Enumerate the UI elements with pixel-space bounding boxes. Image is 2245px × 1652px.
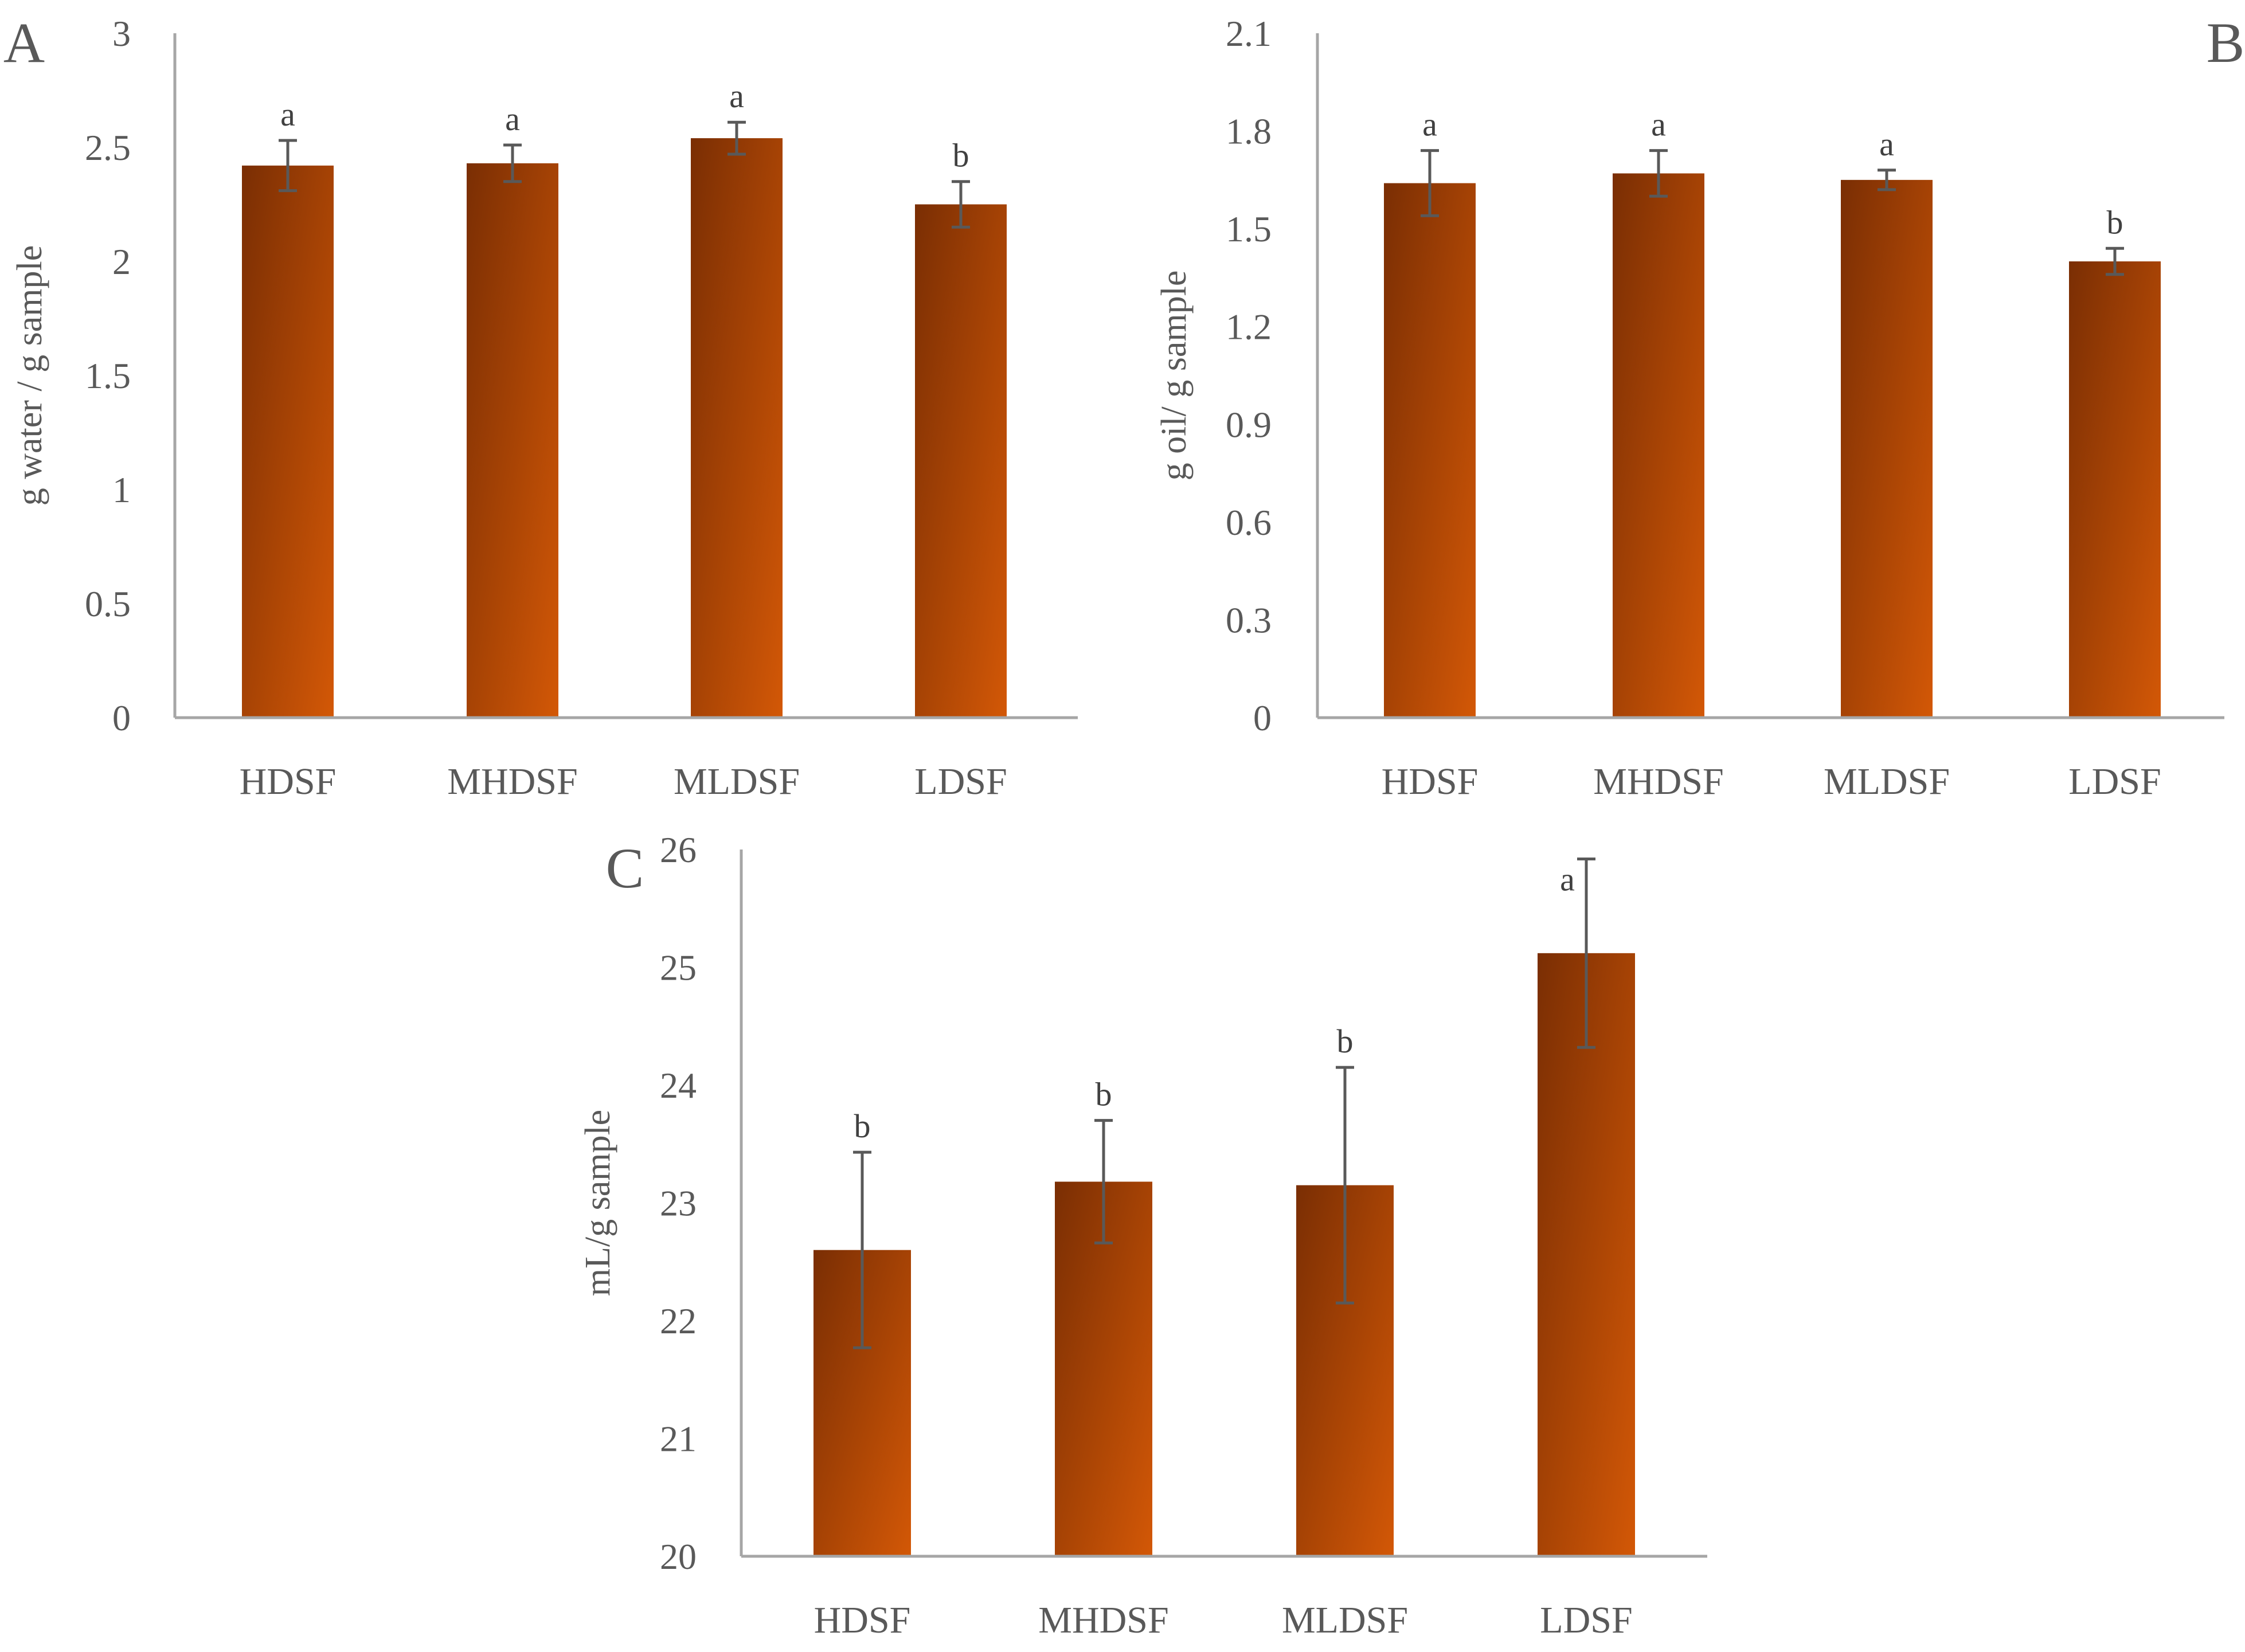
y-tick-label: 20 [660, 1536, 697, 1577]
error-bar [279, 139, 297, 193]
x-tick-label: MHDSF [1038, 1599, 1168, 1641]
significance-letter: b [854, 1107, 871, 1145]
y-tick-label: 3 [112, 13, 131, 54]
y-axis-title: mL/g sample [578, 1110, 617, 1296]
significance-letter: a [1560, 860, 1575, 898]
y-tick-label: 1 [112, 469, 131, 510]
significance-letter: b [953, 137, 969, 174]
panel-label: B [2207, 11, 2245, 75]
y-tick-label: 0.5 [85, 584, 131, 624]
x-tick-label: MHDSF [1593, 761, 1723, 802]
error-bar [1878, 169, 1896, 191]
x-tick-label: MLDSF [1282, 1599, 1408, 1641]
bar [691, 138, 783, 718]
error-bar [1336, 1066, 1354, 1305]
y-tick-label: 1.5 [85, 355, 131, 396]
y-tick-label: 0.6 [1226, 502, 1272, 543]
chart-panel-b: Ba HDSF a MHDSF a MLDSF b LDSF 0 0.3 0.6 0.9 1.2 1.5 1… [1155, 11, 2244, 802]
panel-label: A [3, 11, 45, 75]
y-tick-label: 22 [660, 1301, 697, 1341]
x-tick-label: MLDSF [1824, 761, 1950, 802]
error-bar [1649, 149, 1668, 198]
y-tick-label: 1.8 [1226, 111, 1272, 152]
panel-label: C [606, 836, 644, 900]
x-tick-label: LDSF [1540, 1599, 1632, 1641]
x-tick-label: MHDSF [447, 761, 577, 802]
error-bar [1094, 1119, 1113, 1244]
y-tick-label: 2.5 [85, 127, 131, 168]
significance-letter: b [2107, 203, 2123, 241]
bar [467, 163, 558, 718]
bar [242, 165, 334, 718]
bar [1538, 953, 1635, 1556]
significance-letter: a [505, 100, 520, 138]
y-tick-label: 2.1 [1226, 13, 1272, 54]
y-tick-label: 26 [660, 829, 697, 870]
y-tick-label: 1.2 [1226, 307, 1272, 347]
y-tick-label: 0 [112, 698, 131, 738]
significance-letter: a [1879, 126, 1894, 163]
error-bar [1577, 857, 1595, 1049]
y-tick-label: 25 [660, 948, 697, 988]
y-tick-label: 23 [660, 1183, 697, 1224]
y-tick-label: 0 [1253, 698, 1272, 738]
significance-letter: a [1422, 106, 1437, 143]
x-tick-label: LDSF [2068, 761, 2161, 802]
significance-letter: b [1096, 1076, 1112, 1113]
x-tick-label: HDSF [814, 1599, 911, 1641]
error-bar [728, 120, 746, 156]
y-axis-title: g oil/ g sample [1155, 271, 1194, 481]
x-tick-label: MLDSF [674, 761, 800, 802]
error-bar [1421, 149, 1439, 217]
chart-panel-c: Cb HDSF b MHDSF b MLDSF a LDSF 20 21 22 23 24 25 26 mL/… [578, 829, 1707, 1641]
x-tick-label: HDSF [1382, 761, 1479, 802]
x-tick-label: HDSF [240, 761, 337, 802]
error-bar [2106, 246, 2124, 276]
significance-letter: a [729, 77, 744, 115]
y-tick-label: 0.3 [1226, 600, 1272, 640]
bar [1613, 173, 1704, 718]
x-tick-label: LDSF [914, 761, 1007, 802]
bar [1841, 179, 1933, 718]
error-bar [503, 143, 522, 183]
significance-letter: b [1337, 1023, 1354, 1060]
y-axis-title: g water / g sample [10, 245, 49, 506]
y-tick-label: 24 [660, 1065, 697, 1106]
error-bar [952, 180, 970, 229]
bar [2069, 261, 2161, 718]
chart-panel-a: Aa HDSF a MHDSF a MLDSF b LDSF 0 0.5 1 1.5 2 2.5 3 g wa… [3, 11, 1078, 802]
error-bar [853, 1150, 871, 1349]
y-tick-label: 1.5 [1226, 209, 1272, 249]
y-tick-label: 0.9 [1226, 404, 1272, 445]
significance-letter: a [280, 96, 295, 133]
significance-letter: a [1651, 106, 1666, 143]
bar [1384, 183, 1476, 718]
y-tick-label: 2 [112, 241, 131, 282]
y-tick-label: 21 [660, 1419, 697, 1459]
bar [915, 204, 1007, 718]
